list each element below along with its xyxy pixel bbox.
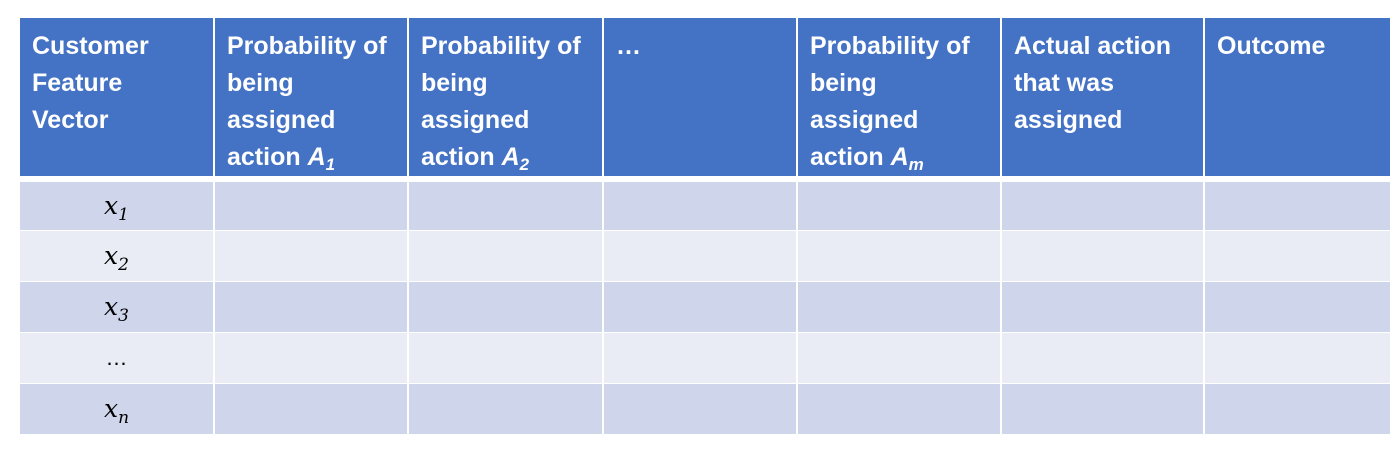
action-variable: A <box>890 143 909 171</box>
feature-subscript: 3 <box>118 306 129 326</box>
table-row: x3 <box>20 281 1390 333</box>
table-cell <box>1000 332 1205 384</box>
action-subscript: m <box>908 155 924 174</box>
table-cell <box>796 281 1002 333</box>
table-cell <box>602 230 798 282</box>
action-variable: A <box>501 143 520 171</box>
header-text: Outcome <box>1217 32 1326 60</box>
row-label-x3: x3 <box>20 281 215 333</box>
table-cell <box>796 230 1002 282</box>
table-cell <box>407 332 604 384</box>
table-row: x2 <box>20 230 1390 282</box>
table-cell <box>1203 179 1390 231</box>
table-cell <box>407 383 604 435</box>
table-cell <box>407 179 604 231</box>
row-label-xn: xn <box>20 383 215 435</box>
table-cell <box>796 383 1002 435</box>
header-text: Customer Feature Vector <box>32 32 149 134</box>
table-cell <box>1203 332 1390 384</box>
table-container: Customer Feature Vector Probability of b… <box>20 18 1390 435</box>
header-text: Actual action that was assigned <box>1014 32 1171 134</box>
table-cell <box>602 281 798 333</box>
header-actual-action: Actual action that was assigned <box>1000 18 1205 182</box>
row-label-x2: x2 <box>20 230 215 282</box>
feature-variable: x <box>104 292 119 321</box>
feature-subscript: 2 <box>118 255 129 275</box>
table-cell <box>213 281 409 333</box>
table-cell <box>213 383 409 435</box>
header-text: Probability of being assigned action <box>810 32 970 171</box>
header-customer-feature-vector: Customer Feature Vector <box>20 18 215 182</box>
table-cell <box>1000 230 1205 282</box>
header-ellipsis: … <box>602 18 798 182</box>
table-cell <box>1000 179 1205 231</box>
row-label-x1: x1 <box>20 179 215 231</box>
header-outcome: Outcome <box>1203 18 1390 182</box>
feature-variable: x <box>104 191 119 221</box>
table-cell <box>213 230 409 282</box>
table-row: x1 <box>20 179 1390 231</box>
table-cell <box>1000 383 1205 435</box>
ellipsis-text: … <box>105 344 128 370</box>
header-probability-am: Probability of being assigned action Am <box>796 18 1002 182</box>
data-table: Customer Feature Vector Probability of b… <box>20 18 1390 435</box>
table-cell <box>1203 281 1390 333</box>
table-cell <box>1000 281 1205 333</box>
header-text: … <box>616 32 641 60</box>
header-row: Customer Feature Vector Probability of b… <box>20 18 1390 182</box>
table-cell <box>407 281 604 333</box>
header-text: Probability of being assigned action <box>421 32 581 171</box>
feature-variable: x <box>103 394 119 423</box>
table-cell <box>1203 383 1390 435</box>
header-probability-a1: Probability of being assigned action A1 <box>213 18 409 182</box>
table-row: … <box>20 332 1390 384</box>
table-row: xn <box>20 383 1390 435</box>
table-cell <box>602 179 798 231</box>
table-cell <box>602 383 798 435</box>
row-label-ellipsis: … <box>20 332 215 384</box>
action-subscript: 1 <box>325 155 336 174</box>
table-cell <box>407 230 604 282</box>
table-cell <box>213 179 409 231</box>
header-text: Probability of being assigned action <box>227 32 387 171</box>
table-cell <box>796 332 1002 384</box>
action-subscript: 2 <box>519 155 530 174</box>
feature-variable: x <box>104 241 119 270</box>
feature-subscript: n <box>118 408 130 428</box>
table-cell <box>1203 230 1390 282</box>
table-cell <box>796 179 1002 231</box>
table-cell <box>602 332 798 384</box>
header-probability-a2: Probability of being assigned action A2 <box>407 18 604 182</box>
feature-subscript: 1 <box>118 205 129 226</box>
table-cell <box>213 332 409 384</box>
action-variable: A <box>307 143 326 171</box>
